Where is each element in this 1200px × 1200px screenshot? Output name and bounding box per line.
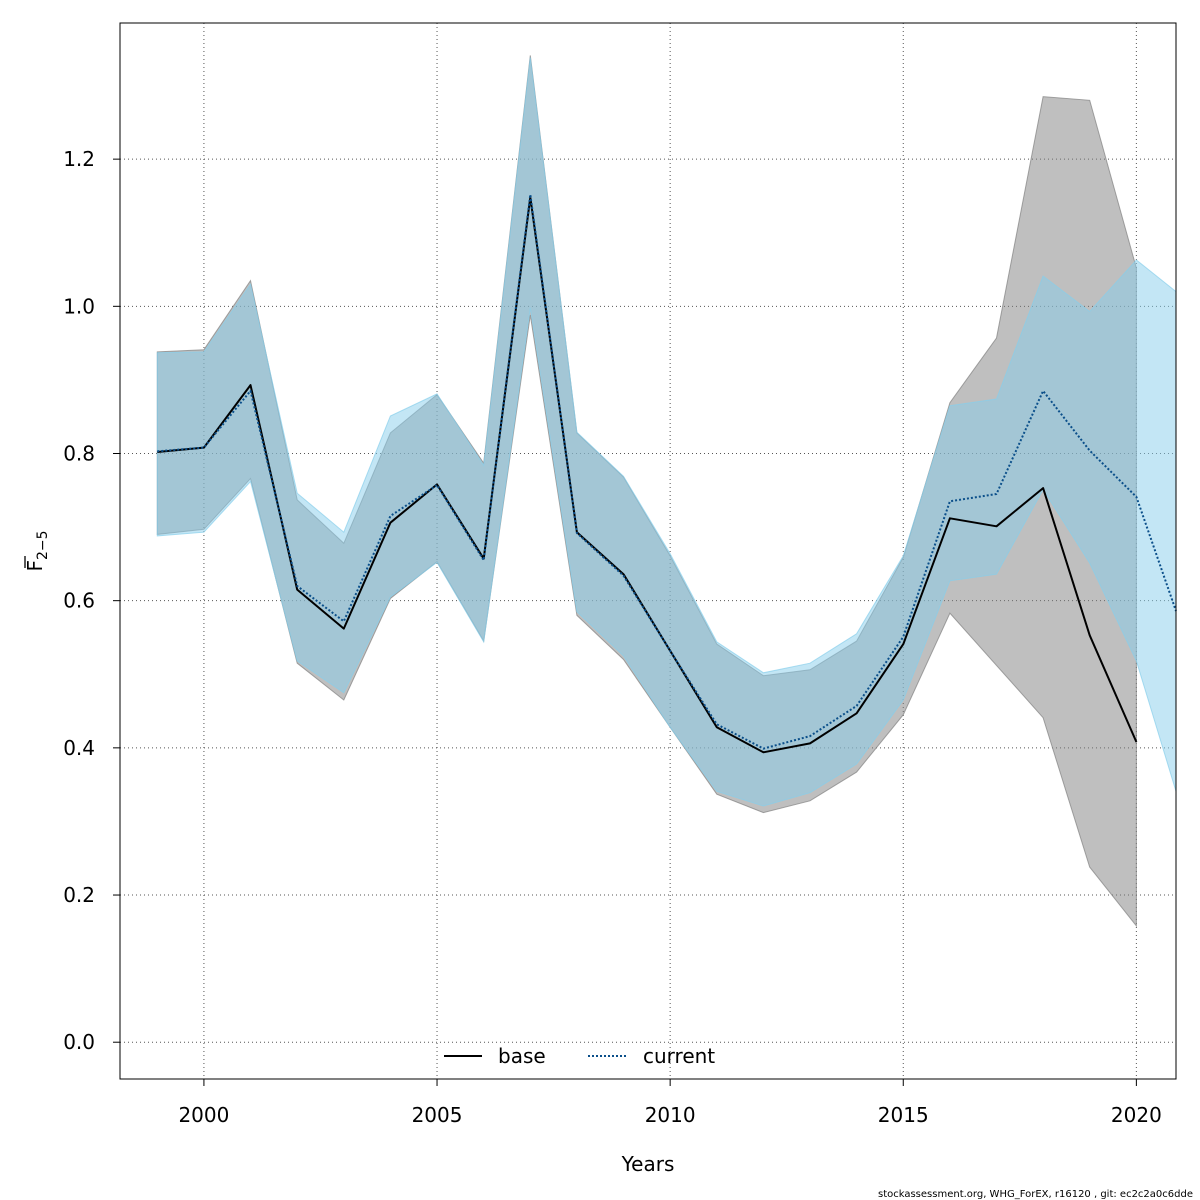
- y-tick-label: 0.6: [63, 589, 95, 613]
- svg-text:F2−5: F2−5: [23, 530, 51, 571]
- x-axis-title: Years: [621, 1152, 675, 1176]
- x-tick-label: 2015: [878, 1103, 929, 1127]
- y-axis-title-subscript: 2−5: [35, 530, 51, 560]
- y-tick-label: 1.0: [63, 294, 95, 318]
- line-current: [157, 193, 1177, 750]
- x-tick-label: 2005: [412, 1103, 463, 1127]
- line-base: [157, 196, 1138, 754]
- y-axis-title: F2−5: [23, 530, 51, 571]
- y-tick-label: 1.2: [63, 147, 95, 171]
- confidence-bands: [156, 55, 1177, 928]
- x-tick-label: 2010: [645, 1103, 696, 1127]
- series-lines: [157, 193, 1177, 754]
- plot-frame: [119, 22, 1177, 1080]
- y-axis-title-main: F: [23, 560, 47, 572]
- y-tick-label: 0.0: [63, 1030, 95, 1054]
- y-tick-label: 0.4: [63, 736, 95, 760]
- axes: 2000 2005 2010 2015 2020 0.0 0.2 0.4 0.6 0.8 1.0 1.…: [63, 147, 1162, 1127]
- footer-credit: stockassessment.org, WHG_ForEX, r16120 ,…: [878, 1189, 1193, 1200]
- x-tick-label: 2000: [178, 1103, 229, 1127]
- legend: base current: [444, 1044, 715, 1068]
- x-tick-label: 2020: [1111, 1103, 1162, 1127]
- legend-label-base: base: [498, 1044, 546, 1068]
- legend-label-current: current: [643, 1044, 715, 1068]
- y-tick-label: 0.8: [63, 441, 95, 465]
- y-tick-label: 0.2: [63, 883, 95, 907]
